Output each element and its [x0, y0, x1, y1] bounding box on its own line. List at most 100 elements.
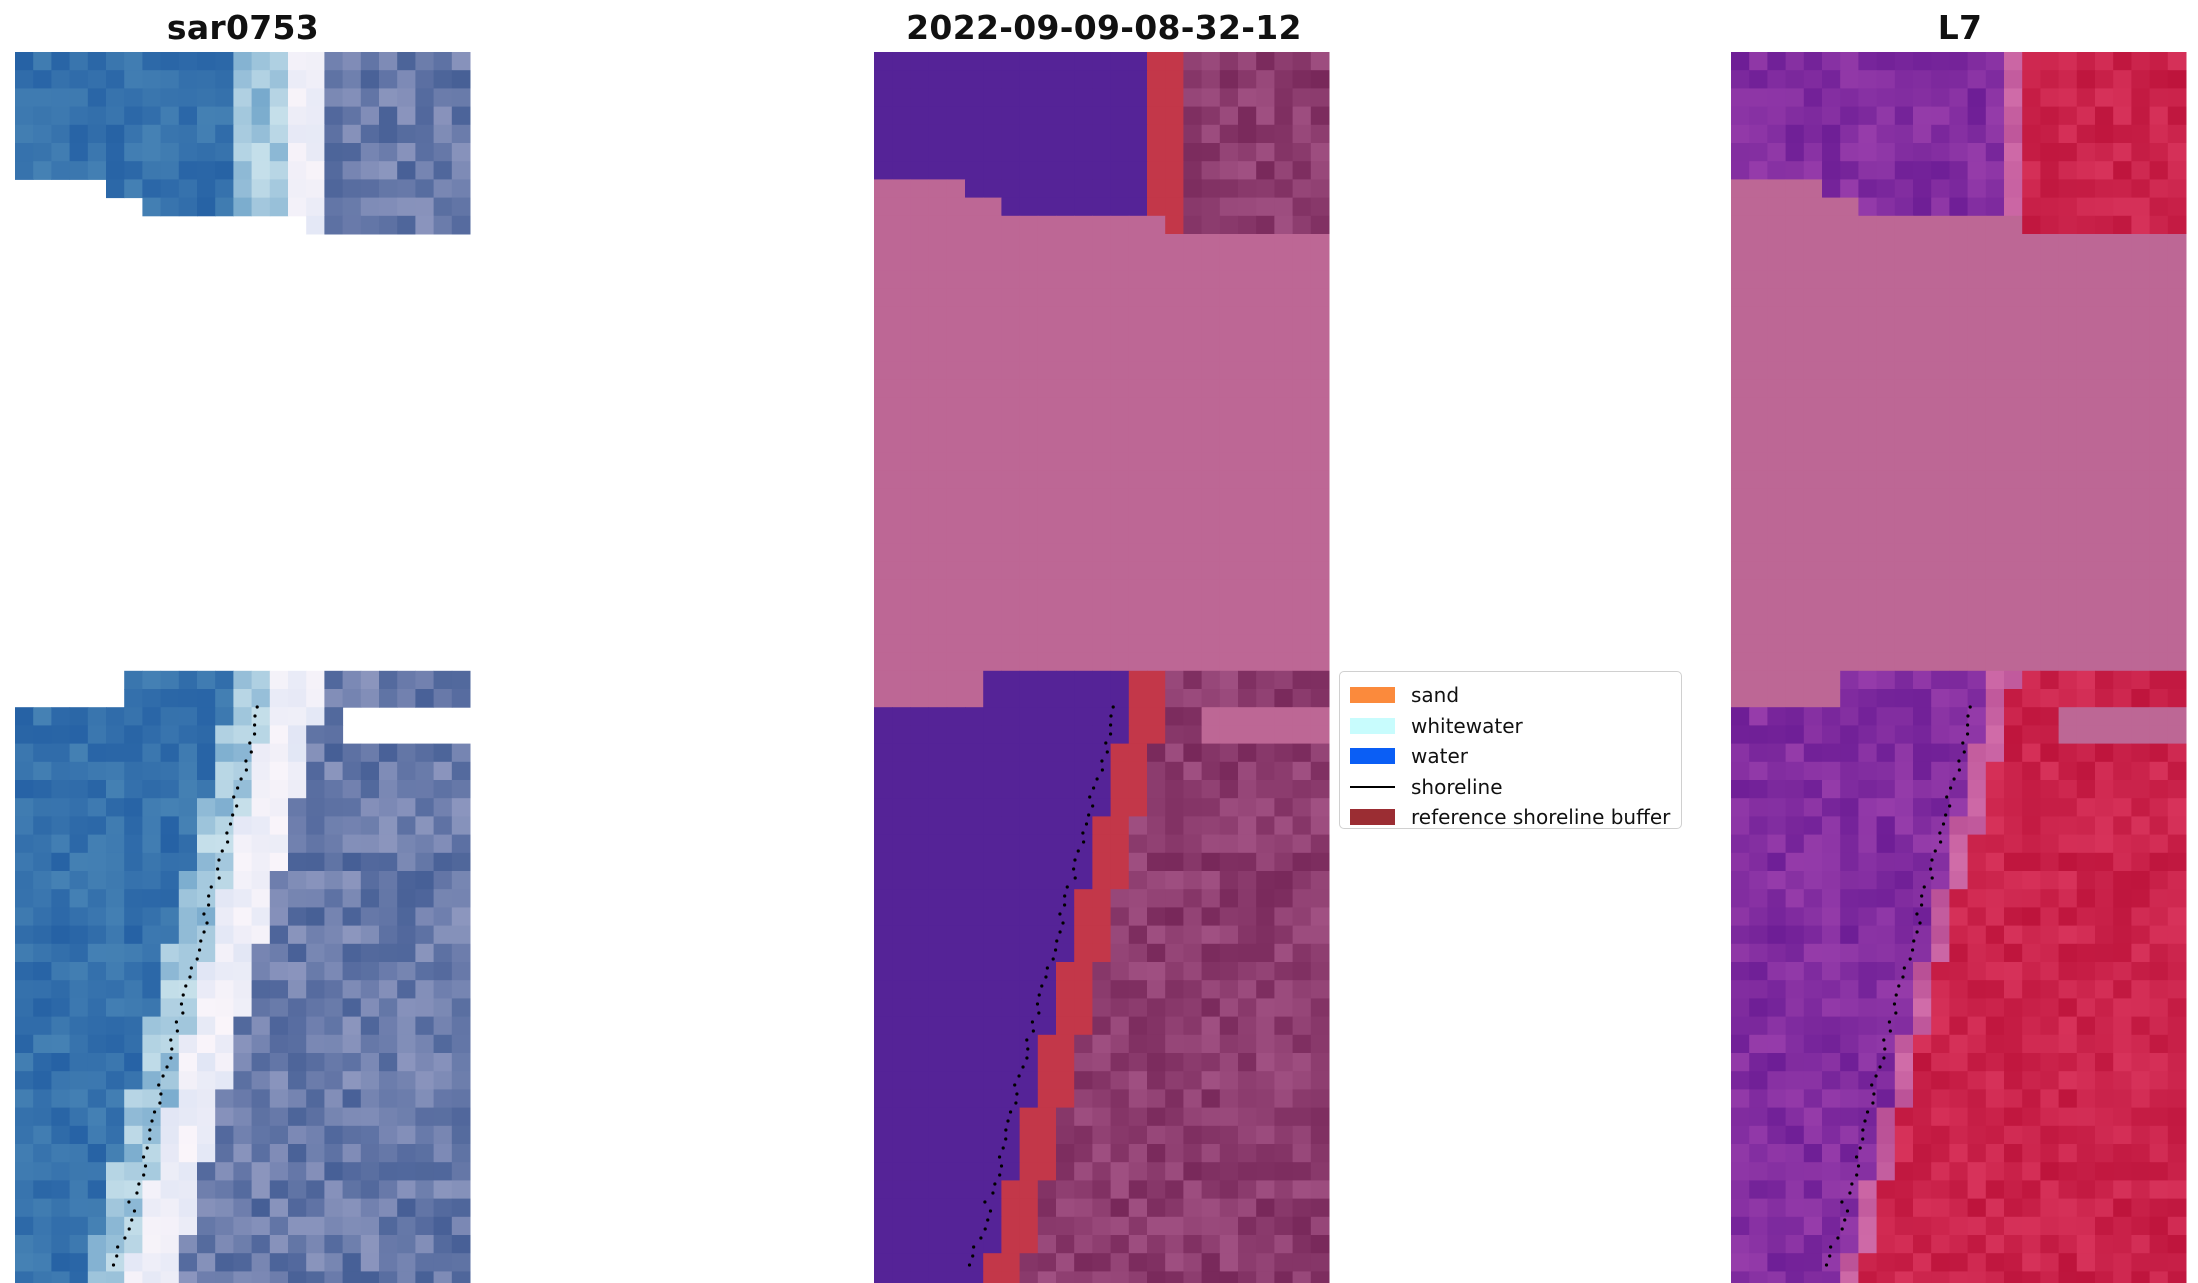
raster-cell: [233, 1107, 253, 1127]
raster-cell: [1931, 452, 1950, 472]
shoreline-point: [1930, 858, 1934, 862]
raster-cell: [2022, 1198, 2041, 1218]
raster-cell: [433, 834, 453, 854]
raster-cell: [269, 197, 289, 217]
raster-cell: [142, 925, 162, 945]
raster-cell: [397, 124, 416, 144]
raster-cell: [1238, 507, 1257, 526]
raster-cell: [124, 1107, 143, 1127]
raster-cell: [1092, 1107, 1112, 1127]
raster-cell: [1219, 925, 1239, 945]
raster-cell: [1092, 70, 1112, 89]
raster-cell: [1092, 270, 1112, 290]
raster-cell: [324, 1144, 344, 1163]
raster-cell: [928, 52, 948, 71]
raster-cell: [2095, 234, 2114, 253]
raster-cell: [1967, 306, 1987, 326]
raster-cell: [1840, 1162, 1859, 1181]
raster-cell: [69, 1071, 89, 1090]
raster-cell: [451, 1034, 471, 1054]
raster-cell: [433, 1107, 453, 1127]
raster-cell: [983, 288, 1002, 308]
raster-cell: [1110, 525, 1130, 544]
shoreline-point: [252, 732, 257, 736]
raster-cell: [324, 88, 344, 108]
raster-cell: [965, 871, 984, 890]
raster-cell: [1201, 834, 1221, 854]
raster-cell: [1256, 889, 1275, 908]
raster-cell: [983, 743, 1002, 763]
raster-cell: [1913, 707, 1932, 726]
raster-cell: [1840, 106, 1859, 126]
raster-cell: [360, 106, 380, 126]
raster-cell: [106, 798, 125, 817]
raster-cell: [1037, 889, 1057, 908]
raster-cell: [1128, 889, 1148, 908]
raster-cell: [946, 88, 966, 108]
raster-cell: [2095, 106, 2114, 126]
raster-cell: [2040, 925, 2060, 945]
raster-cell: [324, 1253, 344, 1272]
raster-cell: [1037, 871, 1057, 890]
raster-cell: [1092, 161, 1112, 180]
raster-cell: [1201, 816, 1221, 836]
raster-cell: [1858, 70, 1878, 89]
raster-cell: [251, 161, 271, 180]
raster-cell: [215, 962, 234, 981]
raster-cell: [965, 470, 984, 490]
raster-cell: [1056, 871, 1075, 890]
raster-cell: [1767, 998, 1787, 1018]
raster-cell: [1037, 143, 1057, 162]
raster-cell: [106, 143, 125, 162]
raster-cell: [1128, 525, 1148, 544]
raster-cell: [1019, 634, 1039, 654]
raster-cell: [433, 780, 453, 799]
raster-cell: [2167, 270, 2187, 290]
raster-cell: [306, 725, 325, 745]
raster-cell: [1092, 689, 1112, 708]
raster-cell: [983, 1034, 1002, 1054]
raster-cell: [1219, 962, 1239, 981]
raster-cell: [1037, 215, 1057, 235]
raster-cell: [1128, 88, 1148, 108]
legend-item-shoreline: shoreline: [1350, 772, 1671, 803]
raster-cell: [33, 1071, 52, 1090]
raster-cell: [1092, 361, 1112, 381]
shoreline-point: [1858, 1146, 1862, 1150]
raster-cell: [1731, 1235, 1750, 1254]
raster-cell: [269, 1216, 289, 1236]
raster-cell: [874, 543, 893, 563]
raster-cell: [1985, 234, 2005, 253]
raster-cell: [1985, 743, 2005, 763]
raster-cell: [983, 70, 1002, 89]
raster-cell: [1822, 561, 1841, 581]
raster-cell: [2058, 1216, 2078, 1236]
raster-cell: [142, 871, 162, 890]
raster-cell: [2113, 270, 2132, 290]
shoreline-point: [1092, 786, 1096, 790]
raster-cell: [1840, 889, 1859, 908]
raster-cell: [1785, 1271, 1805, 1283]
raster-cell: [983, 434, 1002, 453]
raster-cell: [1731, 52, 1750, 71]
raster-cell: [2095, 379, 2114, 399]
shoreline-point: [1829, 1245, 1833, 1249]
raster-cell: [124, 1016, 143, 1036]
raster-cell: [1238, 798, 1257, 817]
raster-cell: [2040, 452, 2060, 472]
raster-cell: [1767, 306, 1787, 326]
raster-cell: [1767, 561, 1787, 581]
raster-cell: [1985, 197, 2005, 217]
raster-cell: [160, 124, 180, 144]
raster-cell: [2113, 1162, 2132, 1181]
raster-cell: [2095, 543, 2114, 563]
raster-cell: [2040, 507, 2060, 526]
shoreline-point: [236, 786, 240, 790]
raster-cell: [1256, 962, 1275, 981]
raster-cell: [1256, 288, 1275, 308]
raster-cell: [379, 1107, 398, 1127]
raster-cell: [379, 743, 398, 763]
raster-cell: [1128, 325, 1148, 344]
shoreline-point: [1058, 930, 1062, 934]
raster-cell: [1767, 652, 1787, 672]
